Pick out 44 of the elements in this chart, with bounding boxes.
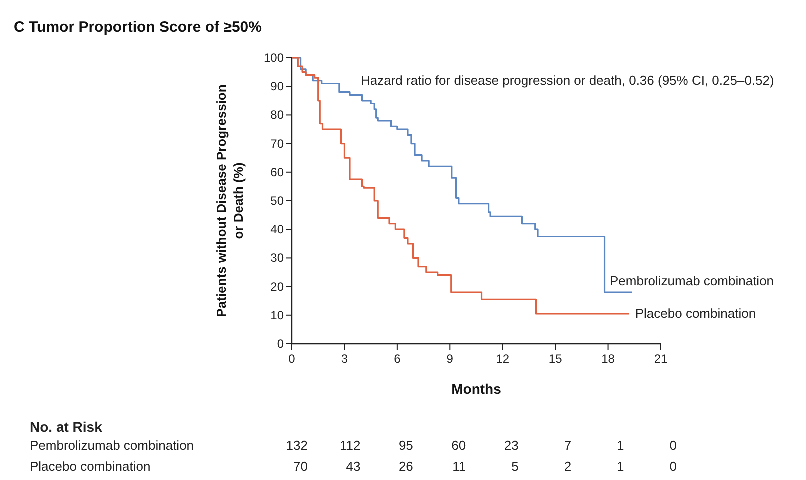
series-label: Pembrolizumab combination: [610, 274, 774, 289]
x-tick-label: 15: [548, 352, 563, 366]
text: 26: [398, 459, 414, 474]
text: 23: [504, 438, 519, 453]
y-tick-label: 20: [270, 280, 284, 294]
text: 5: [512, 459, 519, 474]
text: C Tumor Proportion Score of ≥50%: [14, 19, 262, 36]
text: No. at Risk: [30, 419, 103, 435]
text: 0: [670, 438, 677, 453]
y-tick-label: 80: [270, 108, 284, 122]
y-tick-label: 70: [270, 136, 284, 151]
y-tick-label: 10: [270, 308, 284, 322]
text: Placebo combination: [30, 459, 151, 474]
x-tick-label: 9: [446, 352, 454, 366]
x-tick-label: 21: [654, 352, 668, 366]
x-tick-label: 0: [288, 352, 296, 366]
text: 11: [452, 459, 466, 474]
text: 1: [617, 459, 624, 474]
annotation: Hazard ratio for disease progression or death, 0.36 (95% CI, 0.25–0.52): [361, 73, 774, 88]
text: 7: [564, 438, 572, 453]
text: 43: [346, 459, 361, 474]
x-tick-label: 3: [341, 352, 348, 366]
text: 95: [398, 438, 414, 453]
y-tick-label: 50: [270, 194, 284, 208]
y-tick-label: 100: [264, 51, 284, 65]
text: 60: [452, 438, 466, 453]
y-tick-label: 90: [270, 80, 284, 94]
y-tick-label: 40: [270, 222, 284, 237]
text: 70: [294, 459, 308, 474]
text: 132: [286, 438, 308, 453]
x-tick-label: 6: [394, 352, 402, 366]
series-label: Placebo combination: [635, 306, 756, 321]
y-tick-label: 0: [277, 337, 284, 351]
text: Pembrolizumab combination: [30, 438, 194, 453]
text: 1: [617, 438, 624, 453]
y-tick-label: 60: [270, 165, 284, 180]
y-tick-label: 30: [270, 251, 284, 266]
x-tick-label: 18: [602, 352, 616, 366]
x-axis-title: Months: [452, 381, 502, 397]
text: 112: [340, 438, 361, 453]
x-tick-label: 12: [496, 352, 510, 366]
text: 2: [564, 459, 572, 474]
y-axis-title: Patients without Disease Progression or Death (%): [214, 84, 246, 318]
text: 0: [670, 459, 677, 474]
